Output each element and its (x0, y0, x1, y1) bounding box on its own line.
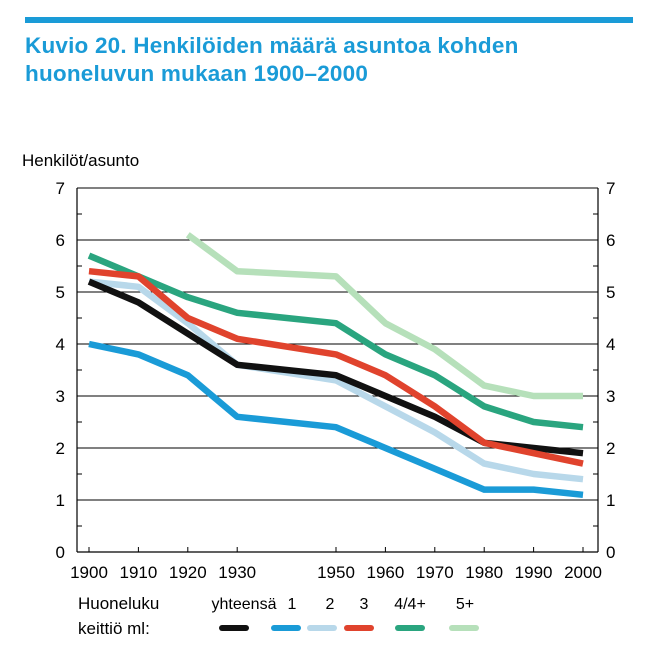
legend-entry-label: 3 (360, 596, 369, 613)
series-lines (87, 232, 584, 499)
legend-label-line1: Huoneluku (78, 594, 159, 613)
x-tick-label: 1910 (119, 563, 157, 582)
y-tick-label-right: 3 (606, 387, 615, 406)
y-tick-label-left: 7 (56, 179, 65, 198)
y-tick-label-left: 3 (56, 387, 65, 406)
legend-label-line2: keittiö ml: (78, 619, 150, 638)
y-tick-label-left: 2 (56, 439, 65, 458)
figure-title: Kuvio 20. Henkilöiden määrä asuntoa kohd… (25, 32, 640, 88)
gridlines (77, 187, 598, 553)
x-tick-label: 1980 (465, 563, 503, 582)
y-tick-label-right: 7 (606, 179, 615, 198)
series-line-5- (185, 232, 583, 400)
y-tick-label-left: 4 (56, 335, 65, 354)
y-axis-label: Henkilöt/asunto (22, 151, 139, 170)
y-tick-label-right: 0 (606, 543, 615, 562)
x-tick-label: 1920 (169, 563, 207, 582)
legend-entry-label: 4/4+ (394, 596, 426, 613)
figure-title-line2: huoneluvun mukaan 1900–2000 (25, 61, 369, 86)
legend: Huoneluku keittiö ml: yhteensä 1 2 3 4/4+ 5+ (78, 594, 479, 638)
legend-entry-label: 2 (326, 596, 335, 613)
axes (76, 188, 599, 553)
legend-entry-label: 1 (288, 596, 297, 613)
series-line-4-4- (87, 252, 584, 431)
y-tick-label-right: 1 (606, 491, 615, 510)
legend-items: yhteensä 1 2 3 4/4+ 5+ (212, 596, 479, 631)
y-tick-label-left: 1 (56, 491, 65, 510)
series-line-1 (88, 340, 584, 499)
series-line-2 (88, 278, 584, 483)
x-tick-label: 1950 (317, 563, 355, 582)
tick-labels: 0 0 1 1 2 2 3 3 4 4 5 5 6 6 7 7 1900 1910 1920 1930 1950 1960… (56, 179, 616, 582)
figure-title-line1: Kuvio 20. Henkilöiden määrä asuntoa kohd… (25, 33, 519, 58)
series-line-3 (88, 267, 584, 467)
x-tick-label: 1990 (515, 563, 553, 582)
y-tick-label-left: 6 (56, 231, 65, 250)
y-tick-label-right: 2 (606, 439, 615, 458)
y-tick-label-right: 5 (606, 283, 615, 302)
y-tick-label-right: 6 (606, 231, 615, 250)
x-tick-label: 1960 (366, 563, 404, 582)
x-tick-label: 1970 (416, 563, 454, 582)
legend-entry-label: yhteensä (212, 596, 277, 613)
x-tick-label: 2000 (564, 563, 602, 582)
x-tick-label: 1930 (218, 563, 256, 582)
y-tick-label-right: 4 (606, 335, 615, 354)
title-accent-bar (25, 17, 633, 23)
y-tick-label-left: 0 (56, 543, 65, 562)
legend-entry-label: 5+ (456, 596, 474, 613)
x-tick-label: 1900 (70, 563, 108, 582)
y-tick-label-left: 5 (56, 283, 65, 302)
